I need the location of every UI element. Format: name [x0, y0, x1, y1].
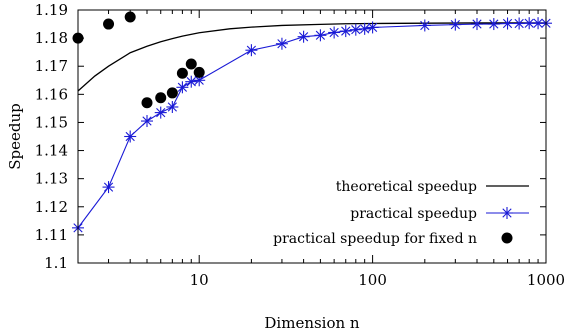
x-tick-label: 1000	[527, 271, 565, 289]
data-point	[154, 106, 167, 119]
y-tick-label: 1.11	[35, 226, 68, 244]
x-tick-label: 100	[358, 271, 387, 289]
data-point	[470, 18, 483, 31]
y-tick-label: 1.12	[35, 198, 68, 216]
data-point	[166, 100, 179, 113]
data-point	[328, 26, 341, 39]
data-point	[501, 17, 514, 30]
data-point	[103, 18, 115, 30]
legend-item: practical speedup	[350, 206, 529, 222]
legend-item: theoretical speedup	[336, 179, 529, 195]
data-point	[275, 37, 288, 50]
data-point	[245, 44, 258, 57]
axis-ticks	[77, 9, 547, 264]
data-point	[124, 11, 136, 23]
y-tick-label: 1.1	[44, 254, 68, 272]
y-tick-label: 1.14	[35, 142, 68, 160]
x-tick-label: 10	[190, 271, 209, 289]
data-point	[366, 21, 379, 34]
data-point	[449, 18, 462, 31]
series-line	[77, 22, 546, 92]
data-point	[185, 75, 198, 88]
tick-labels: 1.1 1.11 1.12 1.13 1.14 1.15 1.16 1.17 1.18 1.19 1…	[35, 1, 565, 289]
data-point	[185, 58, 197, 70]
legend-item: practical speedup for fixed n	[273, 231, 513, 247]
series-2	[72, 11, 205, 109]
data-point	[513, 17, 526, 30]
data-point	[176, 81, 189, 94]
y-tick-label: 1.19	[35, 1, 68, 19]
legend-label: theoretical speedup	[336, 179, 477, 195]
data-point	[155, 92, 167, 104]
legend-label: practical speedup for fixed n	[273, 231, 477, 247]
data-point	[193, 66, 205, 78]
plot-frame	[77, 9, 547, 264]
data-point	[418, 19, 431, 32]
series-line	[77, 22, 546, 229]
y-tick-label: 1.15	[35, 113, 68, 131]
data-point	[487, 18, 500, 31]
data-point	[297, 30, 310, 43]
legend-swatch	[501, 232, 513, 244]
data-point	[532, 17, 545, 30]
legend: theoretical speedup practical speedup prac…	[273, 179, 529, 247]
data-point	[166, 87, 178, 99]
series-1	[72, 17, 552, 234]
legend-label: practical speedup	[350, 206, 477, 222]
data-point	[176, 67, 188, 79]
data-point	[141, 97, 153, 109]
data-point	[124, 130, 137, 143]
y-tick-label: 1.13	[35, 170, 68, 188]
legend-marker	[501, 207, 513, 219]
y-tick-label: 1.16	[35, 85, 68, 103]
data-point	[339, 25, 352, 38]
y-tick-label: 1.18	[35, 29, 68, 47]
y-tick-label: 1.17	[35, 57, 68, 75]
data-point	[349, 23, 362, 36]
series-layer	[72, 11, 552, 234]
data-point	[102, 181, 115, 194]
data-point	[141, 115, 154, 128]
x-axis-title: Dimension n	[264, 314, 360, 332]
data-point	[314, 29, 327, 42]
y-axis-title: Speedup	[6, 103, 24, 170]
data-point	[358, 22, 371, 35]
series-0	[77, 22, 546, 92]
